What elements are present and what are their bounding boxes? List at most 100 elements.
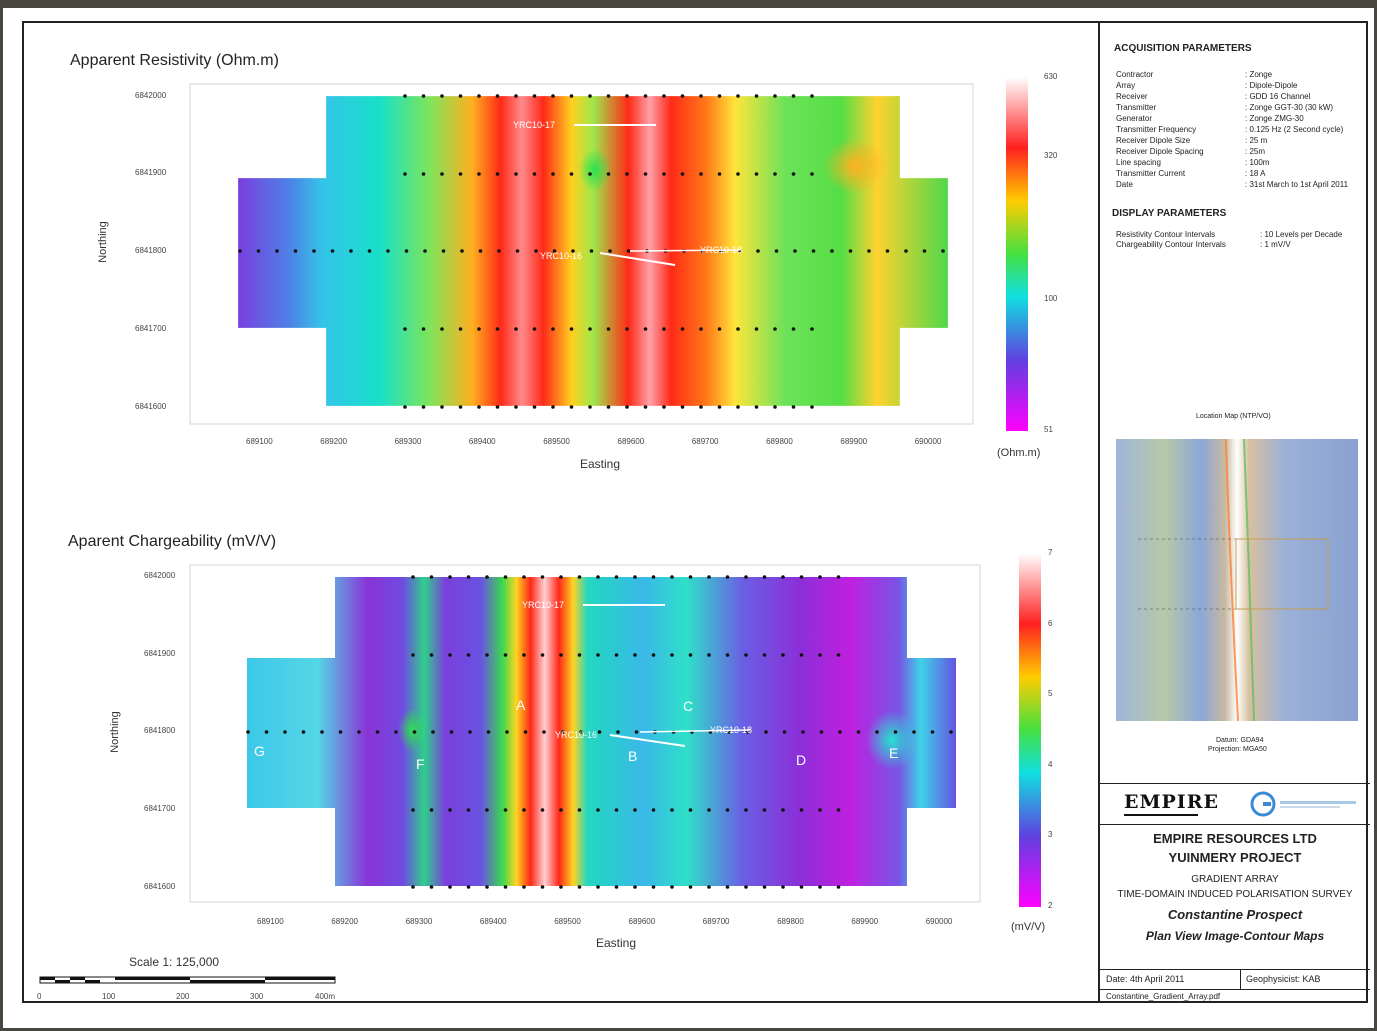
station-dot <box>773 405 777 409</box>
station-dot <box>540 808 545 812</box>
station-dot <box>577 808 582 812</box>
station-dot <box>810 94 814 98</box>
param-value: : Zonge ZMG-30 <box>1245 114 1304 123</box>
location-map-title: Location Map (NTP/VO) <box>1196 413 1271 420</box>
chargeability-xtick: 689200 <box>331 917 358 926</box>
station-dot <box>762 885 767 889</box>
station-dot <box>349 249 353 253</box>
station-dot <box>503 885 508 889</box>
station-dot <box>773 94 777 98</box>
station-dot <box>495 94 500 98</box>
station-dot <box>836 808 841 812</box>
resistivity-colorbar-tick: 100 <box>1044 294 1058 303</box>
chargeability-ytick: 6842000 <box>144 571 176 580</box>
station-dot <box>875 730 879 734</box>
station-dot <box>367 249 372 253</box>
station-dot <box>688 575 693 579</box>
resistivity-xtick: 690000 <box>914 437 942 446</box>
station-dot <box>811 249 816 253</box>
station-dot <box>633 653 637 657</box>
station-dot <box>588 405 592 409</box>
scale-label: Scale 1: 125,000 <box>129 955 220 969</box>
station-dot <box>485 575 489 579</box>
station-dot <box>762 808 767 812</box>
station-dot <box>736 94 740 98</box>
station-dot <box>801 730 805 734</box>
station-dot <box>559 653 563 657</box>
station-dot <box>688 653 693 657</box>
prospect-name: Constantine Prospect <box>1167 907 1303 922</box>
station-dot <box>680 405 685 409</box>
station-dot <box>421 172 426 176</box>
chargeability-colorbar-tick: 4 <box>1048 760 1053 769</box>
station-dot <box>643 405 648 409</box>
station-dot <box>497 249 501 253</box>
station-dot <box>717 405 722 409</box>
chargeability-title: Aparent Chargeability (mV/V) <box>68 533 277 550</box>
station-dot <box>238 249 242 253</box>
station-dot <box>625 94 629 98</box>
station-dot <box>412 730 417 734</box>
resistivity-xtick: 689400 <box>468 437 496 446</box>
station-dot <box>651 808 656 812</box>
project-name: YUINMERY PROJECT <box>1168 850 1302 865</box>
station-dot <box>725 885 730 889</box>
station-dot <box>774 249 779 253</box>
station-dot <box>429 653 434 657</box>
resistivity-xtick: 689600 <box>617 437 645 446</box>
station-dot <box>423 249 427 253</box>
survey-array: GRADIENT ARRAY <box>1191 874 1279 885</box>
station-dot <box>421 94 426 98</box>
station-dot <box>662 327 666 331</box>
station-dot <box>448 808 452 812</box>
param-key: Contractor <box>1116 70 1154 79</box>
station-dot <box>625 405 629 409</box>
station-dot <box>791 94 796 98</box>
station-dot <box>551 405 555 409</box>
station-dot <box>552 249 557 253</box>
station-dot <box>838 730 842 734</box>
anomaly-label: B <box>628 748 638 764</box>
station-dot <box>514 327 518 331</box>
station-dot <box>503 653 508 657</box>
station-dot <box>781 808 785 812</box>
param-key: Receiver Dipole Size <box>1116 136 1191 145</box>
geophysicist-field: Geophysicist: KAB <box>1246 974 1321 984</box>
station-dot <box>386 249 390 253</box>
station-dot <box>466 885 471 889</box>
station-dot <box>699 172 703 176</box>
station-dot <box>922 249 927 253</box>
station-dot <box>782 730 787 734</box>
chargeability-xtick: 689300 <box>405 917 433 926</box>
param-value: : 25 m <box>1245 136 1268 145</box>
station-dot <box>836 653 841 657</box>
station-dot <box>670 885 674 889</box>
hole-label: YRC10-18 <box>700 245 743 255</box>
station-dot <box>930 730 935 734</box>
resistivity-colorbar-unit: (Ohm.m) <box>997 447 1041 459</box>
chargeability-xtick: 689800 <box>777 917 804 926</box>
station-dot <box>893 730 898 734</box>
station-dot <box>744 808 748 812</box>
station-dot <box>625 172 629 176</box>
station-dot <box>523 730 528 734</box>
station-dot <box>560 730 565 734</box>
station-dot <box>559 885 563 889</box>
station-dot <box>588 94 592 98</box>
station-dot <box>495 327 500 331</box>
param-value: : 100m <box>1245 158 1270 167</box>
resistivity-xtick: 689800 <box>766 437 793 446</box>
station-dot <box>614 808 619 812</box>
company-name: EMPIRE RESOURCES LTD <box>1153 831 1317 846</box>
param-key: Transmitter Frequency <box>1116 125 1197 134</box>
station-dot <box>458 94 463 98</box>
param-key: Transmitter <box>1116 103 1157 112</box>
resistivity-xtick: 689300 <box>394 437 422 446</box>
hole-label: YRC10-16 <box>555 730 598 740</box>
param-key: Receiver <box>1116 92 1148 101</box>
map-type: Plan View Image-Contour Maps <box>1145 929 1325 943</box>
station-dot <box>616 730 620 734</box>
station-dot <box>540 653 545 657</box>
station-dot <box>440 327 444 331</box>
station-dot <box>589 249 594 253</box>
